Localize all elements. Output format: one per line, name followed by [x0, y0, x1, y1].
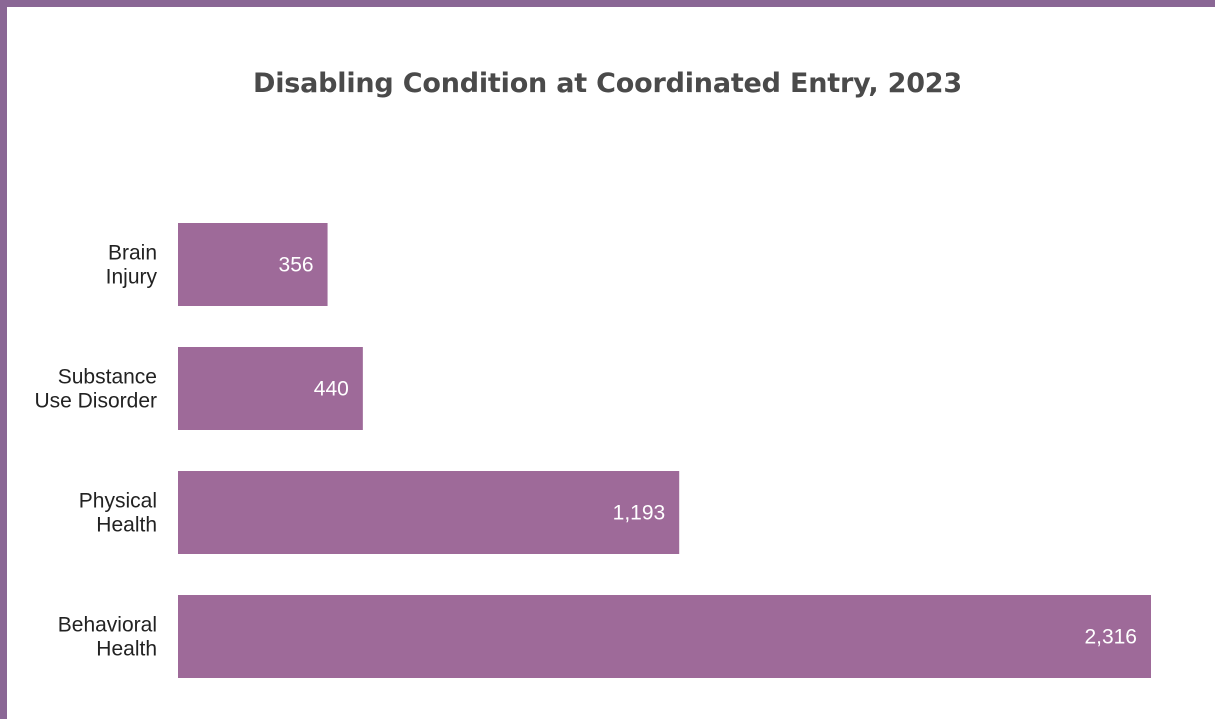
category-label-0: Brain Injury — [106, 242, 158, 289]
bar-1 — [178, 347, 363, 430]
bar-0 — [178, 223, 328, 306]
category-label-2: Physical Health — [79, 490, 157, 537]
value-label-1: 440 — [314, 378, 349, 401]
value-label-0: 356 — [279, 254, 314, 277]
bar-2 — [178, 471, 680, 554]
bar-3 — [178, 595, 1151, 678]
value-label-3: 2,316 — [1084, 626, 1137, 649]
category-label-3: Behavioral Health — [58, 614, 157, 661]
value-label-2: 1,193 — [613, 502, 666, 525]
category-label-1: Substance Use Disorder — [34, 366, 157, 413]
chart-title: Disabling Condition at Coordinated Entry… — [253, 68, 962, 99]
